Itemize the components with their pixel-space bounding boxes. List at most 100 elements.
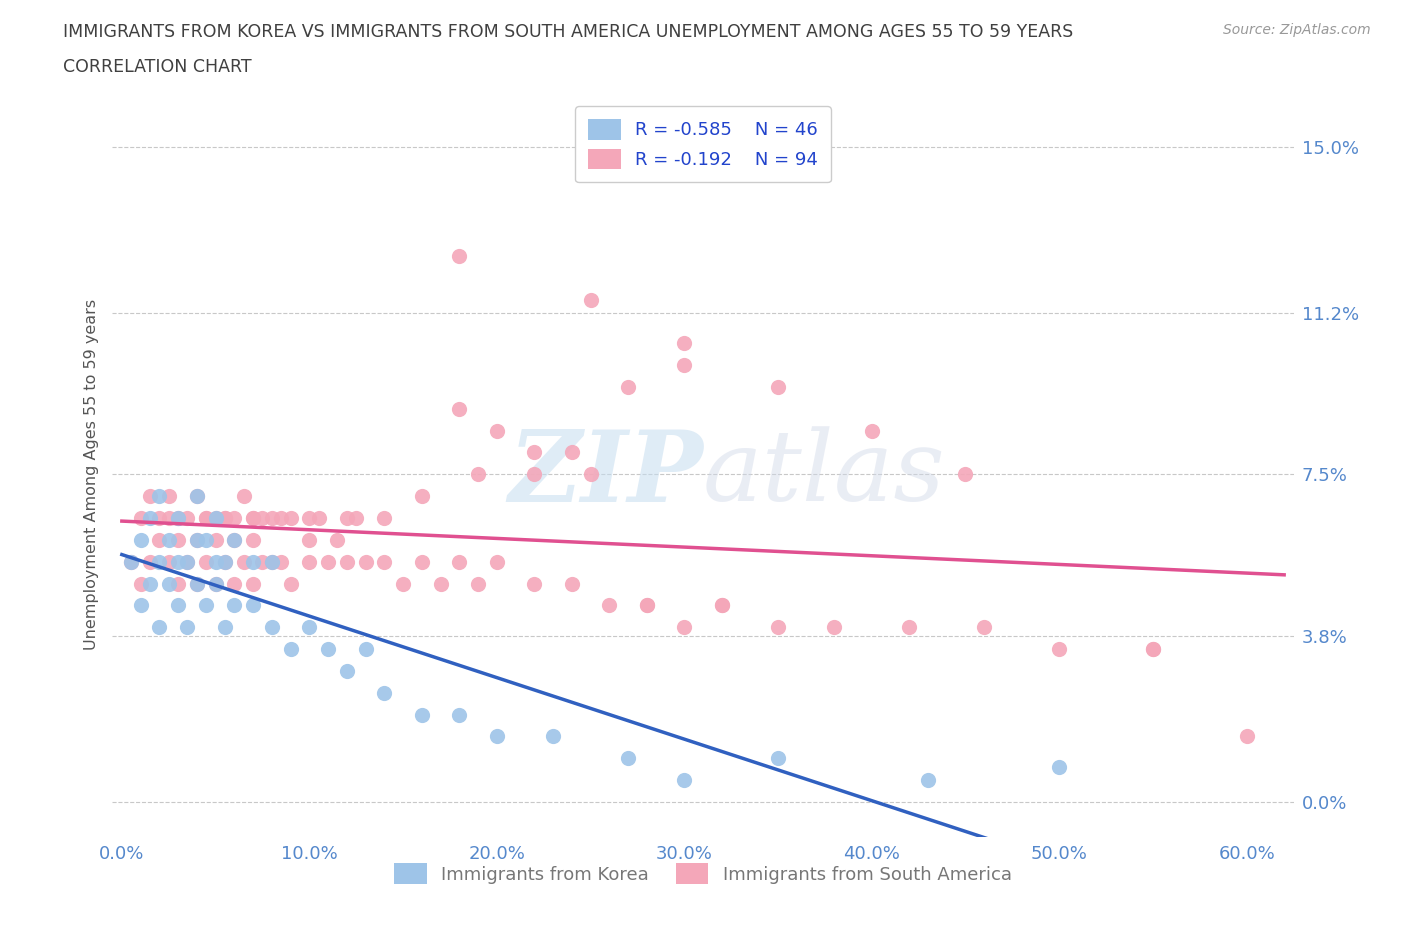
Point bbox=[766, 619, 789, 634]
Point bbox=[167, 598, 190, 613]
Point bbox=[298, 532, 321, 547]
Point bbox=[260, 511, 283, 525]
Point bbox=[270, 554, 292, 569]
Point bbox=[617, 751, 640, 765]
Point bbox=[204, 576, 226, 591]
Point bbox=[280, 511, 302, 525]
Point bbox=[1142, 642, 1164, 657]
Point bbox=[766, 379, 789, 394]
Point bbox=[167, 554, 190, 569]
Point bbox=[336, 511, 359, 525]
Point bbox=[636, 598, 658, 613]
Point bbox=[129, 598, 152, 613]
Text: atlas: atlas bbox=[703, 427, 946, 522]
Point bbox=[955, 467, 977, 482]
Point bbox=[523, 467, 546, 482]
Point bbox=[167, 511, 190, 525]
Point bbox=[252, 511, 274, 525]
Point bbox=[449, 554, 471, 569]
Point bbox=[354, 554, 377, 569]
Point bbox=[195, 554, 218, 569]
Point bbox=[120, 554, 142, 569]
Point bbox=[214, 511, 236, 525]
Point bbox=[973, 619, 995, 634]
Point bbox=[148, 554, 170, 569]
Point bbox=[176, 511, 198, 525]
Point bbox=[214, 619, 236, 634]
Point bbox=[710, 598, 733, 613]
Point bbox=[280, 576, 302, 591]
Point bbox=[260, 554, 283, 569]
Point bbox=[449, 707, 471, 722]
Point bbox=[195, 532, 218, 547]
Point bbox=[523, 576, 546, 591]
Point bbox=[617, 379, 640, 394]
Point bbox=[242, 598, 264, 613]
Point bbox=[195, 598, 218, 613]
Point bbox=[298, 511, 321, 525]
Point bbox=[232, 488, 254, 503]
Point bbox=[860, 423, 883, 438]
Point bbox=[523, 445, 546, 460]
Point bbox=[579, 292, 602, 307]
Point bbox=[485, 423, 508, 438]
Point bbox=[224, 511, 246, 525]
Point bbox=[157, 576, 180, 591]
Point bbox=[449, 248, 471, 263]
Point bbox=[673, 773, 696, 788]
Point bbox=[541, 729, 564, 744]
Point bbox=[636, 598, 658, 613]
Text: Source: ZipAtlas.com: Source: ZipAtlas.com bbox=[1223, 23, 1371, 37]
Point bbox=[373, 511, 395, 525]
Point bbox=[167, 511, 190, 525]
Point bbox=[326, 532, 349, 547]
Point bbox=[336, 554, 359, 569]
Point bbox=[139, 488, 162, 503]
Point bbox=[252, 554, 274, 569]
Point bbox=[308, 511, 330, 525]
Point bbox=[139, 576, 162, 591]
Point bbox=[167, 576, 190, 591]
Point bbox=[242, 532, 264, 547]
Point bbox=[176, 619, 198, 634]
Point bbox=[129, 511, 152, 525]
Point bbox=[204, 511, 226, 525]
Point bbox=[316, 554, 339, 569]
Point bbox=[449, 402, 471, 417]
Point bbox=[823, 619, 845, 634]
Point bbox=[157, 554, 180, 569]
Point bbox=[186, 488, 208, 503]
Point bbox=[411, 554, 433, 569]
Text: IMMIGRANTS FROM KOREA VS IMMIGRANTS FROM SOUTH AMERICA UNEMPLOYMENT AMONG AGES 5: IMMIGRANTS FROM KOREA VS IMMIGRANTS FROM… bbox=[63, 23, 1074, 41]
Point bbox=[429, 576, 451, 591]
Point bbox=[561, 445, 583, 460]
Point bbox=[561, 576, 583, 591]
Point bbox=[148, 619, 170, 634]
Point bbox=[373, 685, 395, 700]
Point bbox=[224, 598, 246, 613]
Point bbox=[204, 576, 226, 591]
Point bbox=[1142, 642, 1164, 657]
Point bbox=[195, 511, 218, 525]
Point bbox=[280, 642, 302, 657]
Point bbox=[186, 532, 208, 547]
Point bbox=[224, 576, 246, 591]
Point bbox=[242, 511, 264, 525]
Point bbox=[195, 511, 218, 525]
Point bbox=[167, 532, 190, 547]
Y-axis label: Unemployment Among Ages 55 to 59 years: Unemployment Among Ages 55 to 59 years bbox=[83, 299, 98, 650]
Point bbox=[485, 729, 508, 744]
Point bbox=[1047, 760, 1070, 775]
Point bbox=[467, 576, 489, 591]
Point bbox=[766, 751, 789, 765]
Point bbox=[148, 511, 170, 525]
Point bbox=[392, 576, 415, 591]
Point bbox=[270, 511, 292, 525]
Point bbox=[148, 488, 170, 503]
Point bbox=[157, 511, 180, 525]
Point bbox=[139, 554, 162, 569]
Point bbox=[298, 619, 321, 634]
Point bbox=[232, 554, 254, 569]
Point bbox=[260, 619, 283, 634]
Point bbox=[176, 554, 198, 569]
